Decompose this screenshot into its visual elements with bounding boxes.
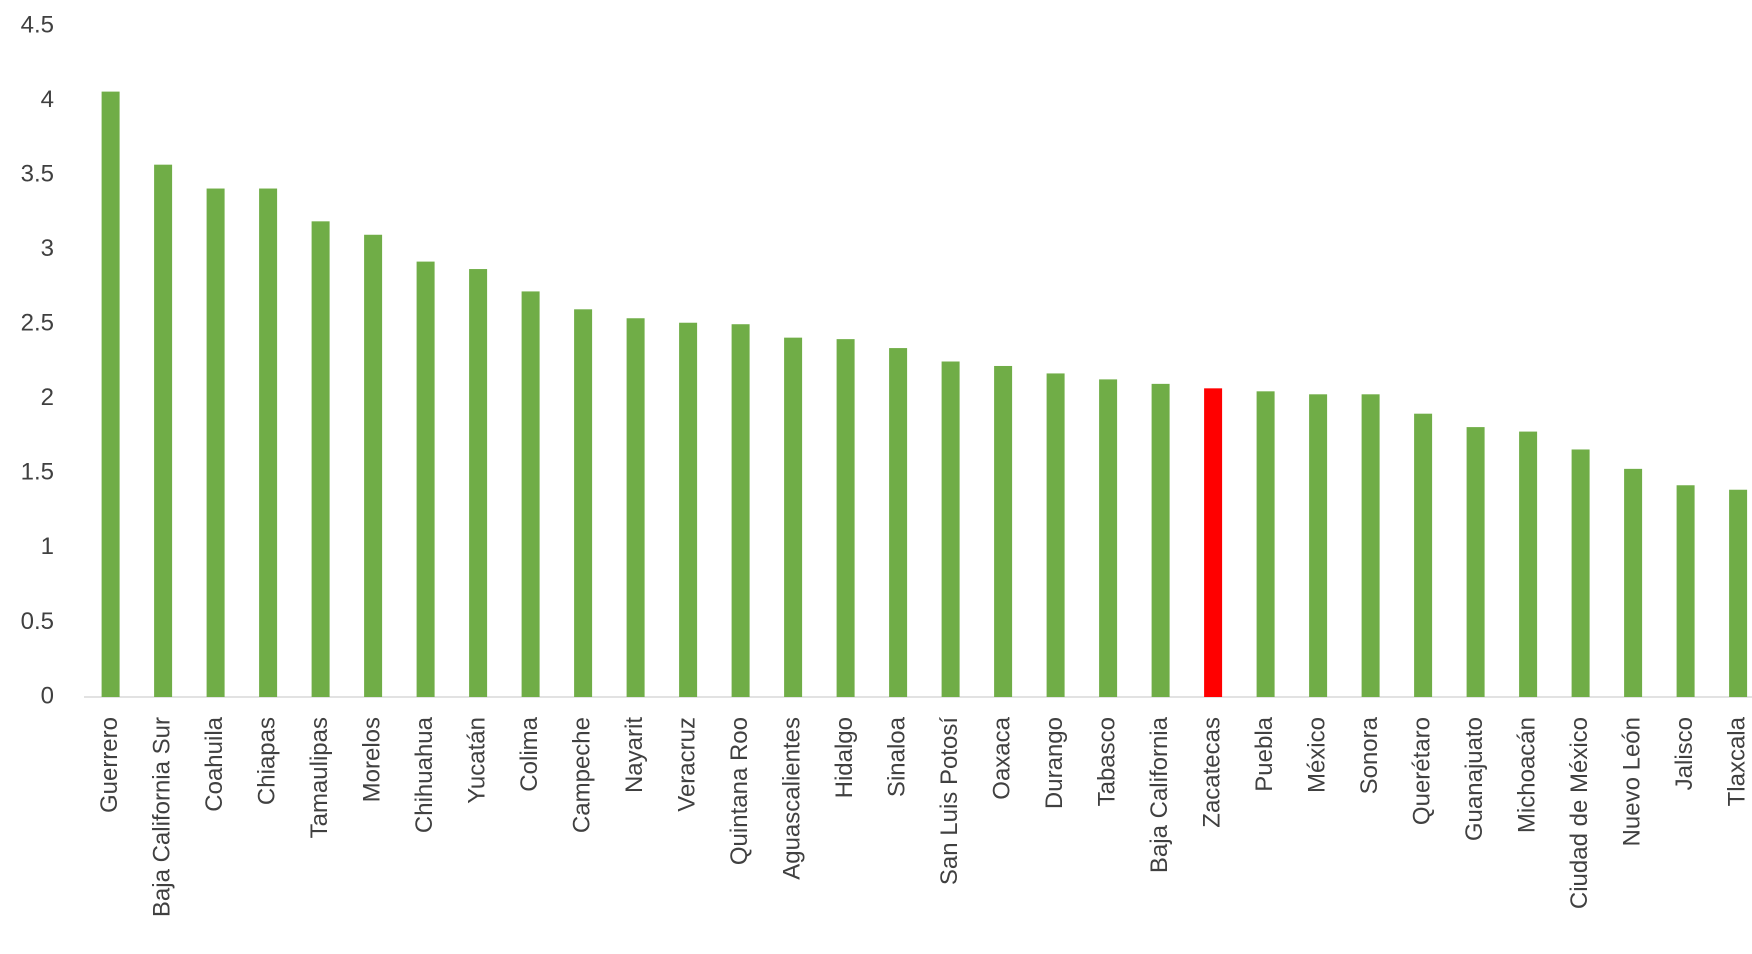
bar	[731, 324, 750, 697]
y-tick-label: 0	[41, 682, 54, 709]
x-tick-label: Puebla	[1251, 716, 1278, 791]
x-tick-label: México	[1303, 717, 1330, 793]
bar	[1676, 485, 1695, 697]
x-tick-label: Coahuila	[201, 716, 228, 811]
bar	[1099, 379, 1118, 697]
x-tick-label: Baja California Sur	[148, 717, 175, 917]
x-tick-label: Baja California	[1146, 716, 1173, 873]
bar	[1519, 431, 1538, 697]
bar	[1204, 388, 1223, 697]
bar	[311, 221, 330, 697]
x-tick-label: Yucatán	[463, 717, 490, 804]
bar	[1624, 468, 1643, 697]
x-tick-label: Chiapas	[253, 717, 280, 805]
x-tick-label: Aguascalientes	[778, 717, 805, 880]
bar	[154, 164, 173, 697]
bar	[1151, 383, 1170, 697]
x-tick-label: Sinaloa	[883, 716, 910, 797]
x-tick-label: Chihuahua	[411, 716, 438, 833]
x-tick-label: Querétaro	[1408, 717, 1435, 825]
x-tick-label: Colima	[516, 716, 543, 791]
bar	[1309, 394, 1328, 697]
x-tick-label: San Luis Potosí	[936, 717, 963, 885]
bar	[784, 337, 803, 697]
y-tick-label: 1.5	[21, 459, 54, 486]
x-tick-label: Campeche	[568, 717, 595, 833]
bar	[416, 261, 435, 697]
bar	[941, 361, 960, 697]
bar	[626, 318, 645, 697]
x-tick-label: Nuevo León	[1618, 717, 1645, 846]
y-tick-label: 2	[41, 384, 54, 411]
y-tick-label: 1	[41, 533, 54, 560]
x-tick-label: Tlaxcala	[1723, 716, 1750, 806]
x-tick-label: Tamaulipas	[306, 717, 333, 838]
bar	[994, 365, 1013, 697]
x-tick-label: Tabasco	[1093, 717, 1120, 806]
x-tick-label: Jalisco	[1671, 717, 1698, 790]
bar	[1361, 394, 1380, 697]
bar	[1256, 391, 1275, 697]
bar	[1466, 427, 1485, 697]
x-tick-label: Durango	[1041, 717, 1068, 809]
x-tick-label: Quintana Roo	[726, 717, 753, 865]
x-tick-label: Veracruz	[673, 717, 700, 812]
x-tick-label: Zacatecas	[1198, 717, 1225, 828]
bar	[889, 348, 908, 697]
bar	[1729, 489, 1748, 697]
bar	[679, 322, 698, 697]
y-tick-label: 4	[41, 86, 54, 113]
y-tick-label: 3	[41, 235, 54, 262]
bar	[521, 291, 540, 697]
y-tick-label: 2.5	[21, 310, 54, 337]
y-tick-label: 0.5	[21, 608, 54, 635]
bar	[101, 91, 120, 697]
x-tick-label: Guanajuato	[1461, 717, 1488, 841]
x-tick-label: Sonora	[1356, 716, 1383, 794]
y-tick-label: 4.5	[21, 11, 54, 38]
x-tick-label: Morelos	[358, 717, 385, 802]
x-tick-label: Michoacán	[1513, 717, 1540, 833]
bar	[364, 234, 383, 697]
bar	[1046, 373, 1065, 697]
x-tick-label: Hidalgo	[831, 717, 858, 798]
x-tick-label: Nayarit	[621, 717, 648, 793]
bar	[206, 188, 225, 697]
bar	[836, 339, 855, 697]
bar	[1414, 413, 1433, 697]
y-tick-label: 3.5	[21, 160, 54, 187]
x-tick-label: Ciudad de México	[1566, 717, 1593, 909]
x-tick-label: Guerrero	[96, 717, 123, 813]
bar	[1571, 449, 1590, 697]
x-tick-label: Oaxaca	[988, 716, 1015, 799]
bar	[469, 269, 488, 697]
bar	[259, 188, 278, 697]
bar	[574, 309, 593, 697]
